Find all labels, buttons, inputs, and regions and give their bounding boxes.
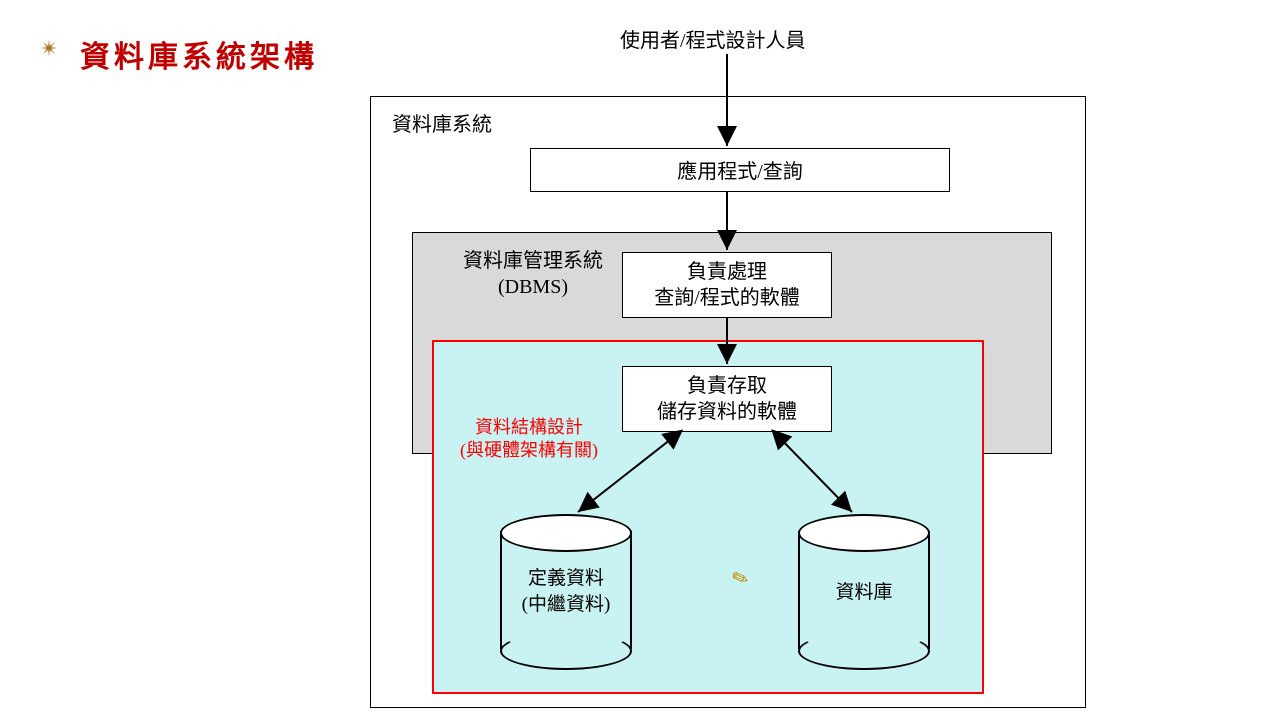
storage-software-box: 負責存取 儲存資料的軟體	[622, 366, 832, 432]
metadata-cylinder: 定義資料 (中繼資料)	[500, 514, 632, 666]
data-structure-label-line2: (與硬體架構有關)	[460, 440, 598, 460]
metadata-line2: (中繼資料)	[522, 594, 611, 615]
query-software-line2: 查詢/程式的軟體	[654, 287, 800, 309]
dbms-label: 資料庫管理系統 (DBMS)	[448, 248, 618, 300]
storage-software-line2: 儲存資料的軟體	[657, 401, 797, 423]
user-label: 使用者/程式設計人員	[620, 28, 806, 54]
query-software-line1: 負責處理	[687, 261, 767, 283]
dbms-label-line1: 資料庫管理系統	[463, 250, 603, 272]
query-software-label: 負責處理 查詢/程式的軟體	[623, 259, 831, 311]
diagram-canvas: ✴ 資料庫系統架構 使用者/程式設計人員 資料庫系統 資料庫管理系統 (DBMS…	[0, 0, 1280, 720]
data-structure-label-line1: 資料結構設計	[475, 417, 583, 437]
database-cylinder: 資料庫	[798, 514, 930, 666]
metadata-cylinder-label: 定義資料 (中繼資料)	[500, 566, 632, 617]
app-query-label: 應用程式/查詢	[531, 159, 949, 185]
metadata-line1: 定義資料	[528, 568, 604, 589]
app-query-box: 應用程式/查詢	[530, 148, 950, 192]
data-structure-label: 資料結構設計 (與硬體架構有關)	[444, 416, 614, 463]
query-software-box: 負責處理 查詢/程式的軟體	[622, 252, 832, 318]
page-title: 資料庫系統架構	[80, 32, 318, 76]
bullet-icon: ✴	[40, 36, 58, 62]
outer-system-label: 資料庫系統	[392, 112, 492, 138]
storage-software-line1: 負責存取	[687, 375, 767, 397]
database-cylinder-label: 資料庫	[798, 580, 930, 606]
storage-software-label: 負責存取 儲存資料的軟體	[623, 373, 831, 425]
dbms-label-line2: (DBMS)	[498, 276, 568, 298]
